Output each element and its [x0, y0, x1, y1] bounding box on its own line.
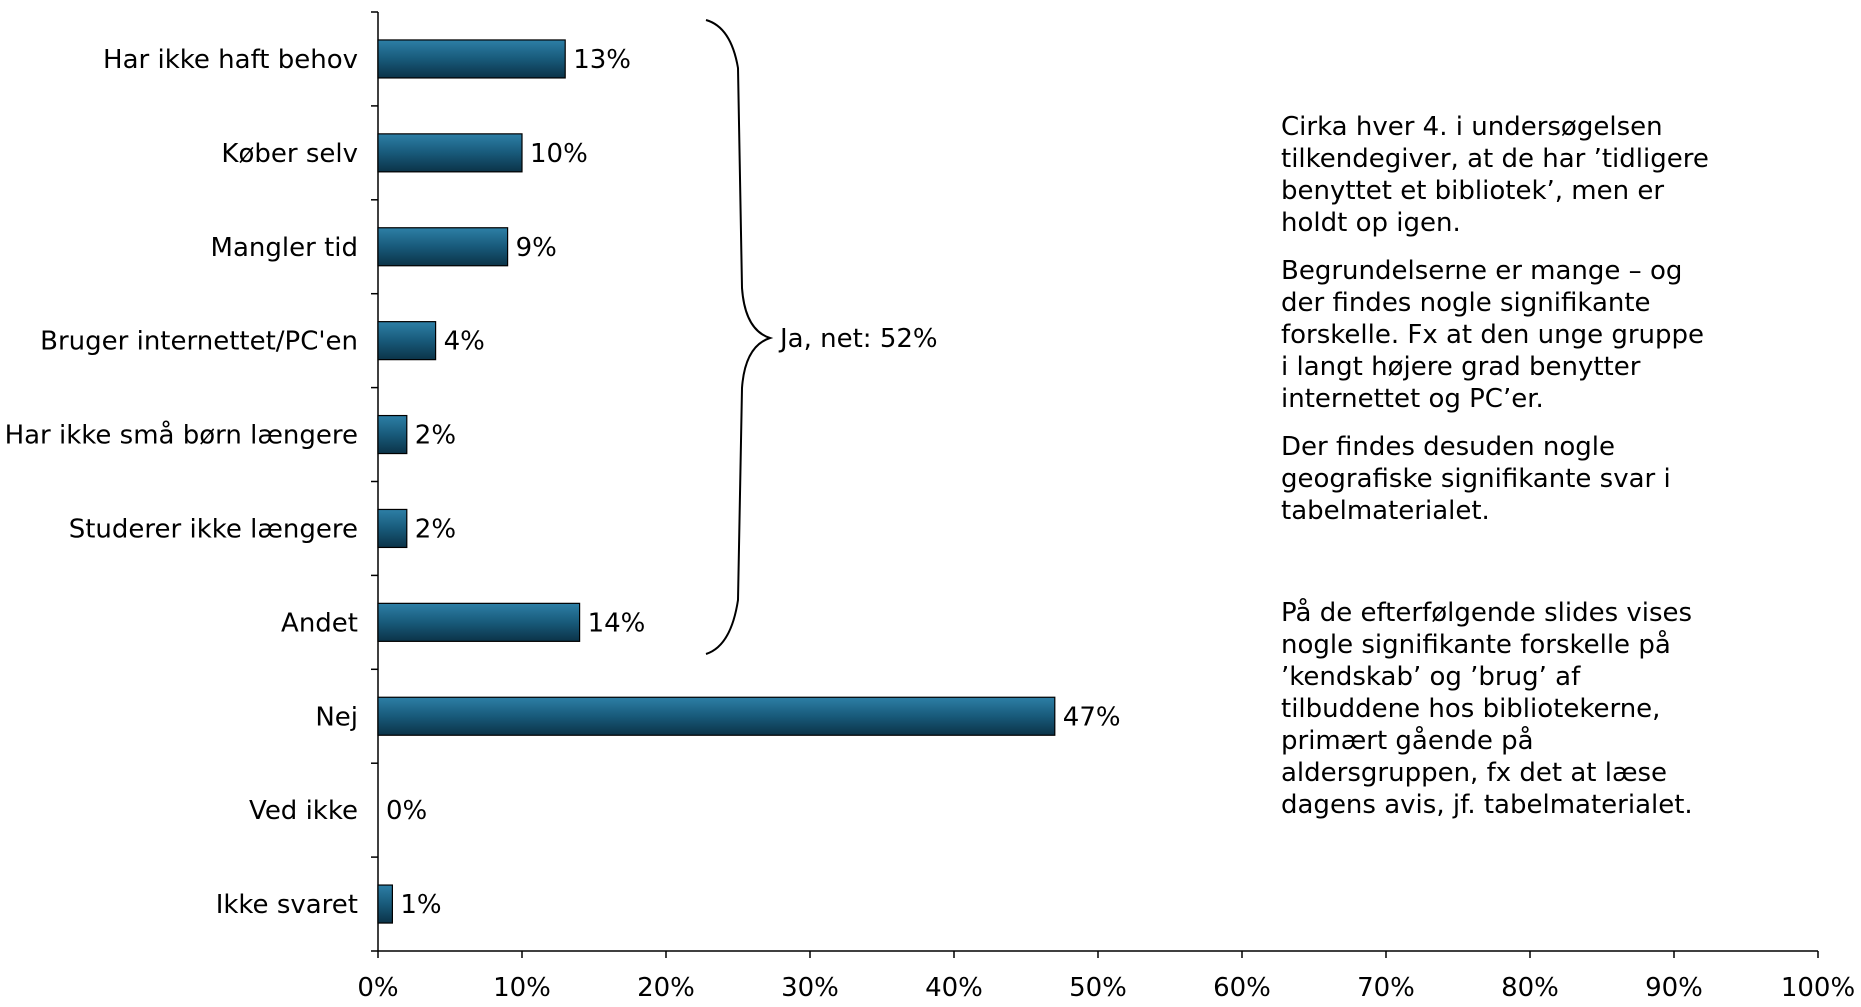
x-tick-label: 80%	[1501, 973, 1559, 1003]
bar	[378, 322, 436, 360]
value-label: 1%	[400, 890, 441, 920]
x-tick-label: 50%	[1069, 973, 1127, 1003]
bracket-annotation: Ja, net: 52%	[778, 324, 938, 354]
x-tick-label: 20%	[637, 973, 695, 1003]
bar	[378, 885, 392, 923]
side-notes: Cirka hver 4. i undersøgelsen tilkendegi…	[1281, 111, 1841, 837]
x-tick-label: 90%	[1645, 973, 1703, 1003]
note-paragraph: Begrundelserne er mange – og der findes …	[1281, 255, 1841, 415]
note-paragraph: Der findes desuden nogle geografiske sig…	[1281, 431, 1841, 527]
category-label: Ikke svaret	[216, 890, 358, 920]
bar	[378, 416, 407, 454]
category-label: Bruger internettet/PC'en	[40, 327, 358, 357]
value-label: 10%	[530, 139, 588, 169]
x-tick-label: 70%	[1357, 973, 1415, 1003]
x-tick-label: 0%	[357, 973, 398, 1003]
category-label: Køber selv	[221, 139, 358, 169]
x-tick-label: 40%	[925, 973, 983, 1003]
category-label: Mangler tid	[211, 233, 358, 263]
note-paragraph: På de efterfølgende slides vises nogle s…	[1281, 597, 1841, 821]
value-label: 2%	[415, 514, 456, 544]
category-label: Studerer ikke længere	[69, 514, 358, 544]
category-label: Har ikke haft behov	[103, 45, 358, 75]
category-label: Nej	[315, 702, 358, 732]
bar	[378, 40, 565, 78]
x-tick-label: 10%	[493, 973, 551, 1003]
bar	[378, 134, 522, 172]
note-paragraph: Cirka hver 4. i undersøgelsen tilkendegi…	[1281, 111, 1841, 239]
category-label: Andet	[281, 608, 358, 638]
value-label: 13%	[573, 45, 631, 75]
bracket-brace	[706, 20, 770, 654]
x-tick-label: 60%	[1213, 973, 1271, 1003]
category-label: Ved ikke	[249, 796, 358, 826]
x-tick-label: 30%	[781, 973, 839, 1003]
category-label: Har ikke små børn længere	[5, 420, 358, 451]
bar	[378, 509, 407, 547]
value-label: 4%	[444, 327, 485, 357]
bar	[378, 603, 580, 641]
value-label: 14%	[588, 608, 646, 638]
x-tick-label: 100%	[1781, 973, 1855, 1003]
value-label: 47%	[1063, 702, 1121, 732]
bar	[378, 697, 1055, 735]
bar	[378, 228, 508, 266]
value-label: 9%	[516, 233, 557, 263]
value-label: 2%	[415, 421, 456, 451]
value-label: 0%	[386, 796, 427, 826]
